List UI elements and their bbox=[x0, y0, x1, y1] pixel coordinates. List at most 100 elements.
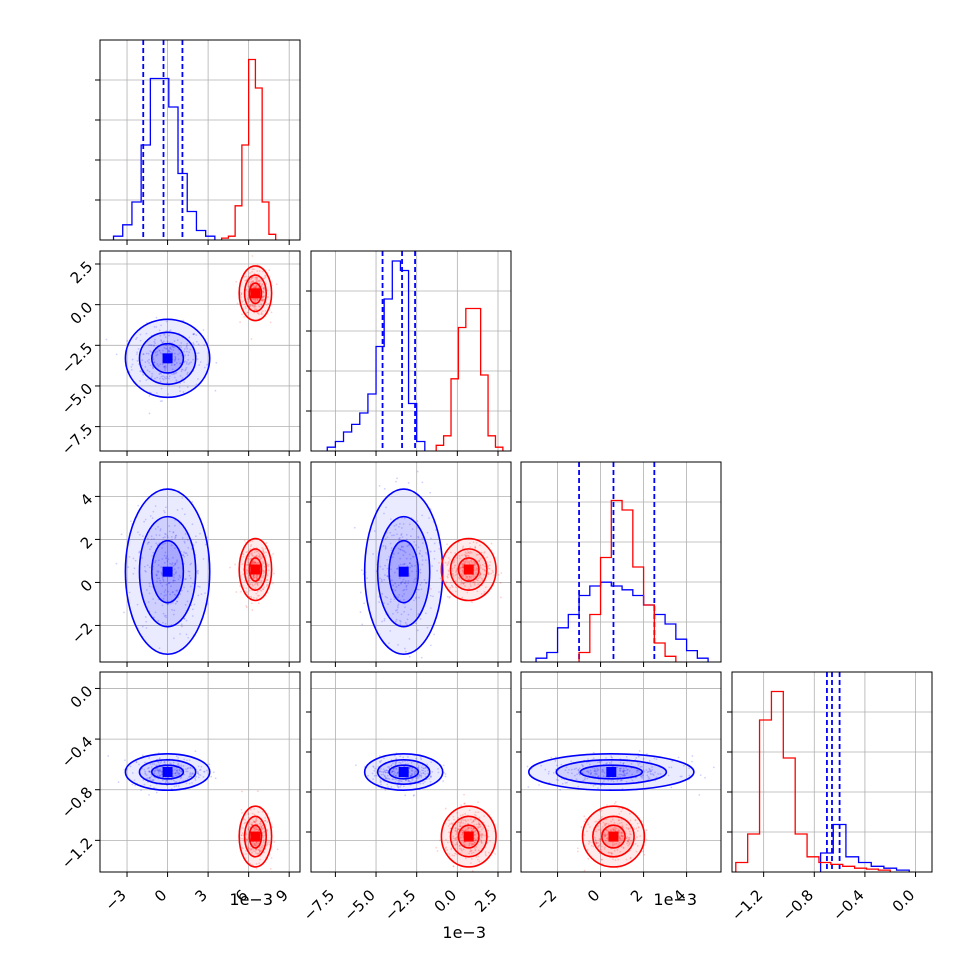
sample-0-2-1-89 bbox=[415, 544, 417, 546]
sample-1-2-0-87 bbox=[258, 555, 261, 558]
sample-0-2-1-119 bbox=[400, 545, 403, 548]
sample-1-2-1-203 bbox=[478, 559, 481, 562]
sample-1-3-2-232 bbox=[636, 844, 639, 847]
sample-0-1-0-67 bbox=[147, 344, 150, 347]
sample-1-3-1-89 bbox=[459, 868, 462, 870]
sample-0-1-0-73 bbox=[170, 348, 173, 351]
panel-frame-2-2 bbox=[520, 461, 722, 663]
sample-0-2-1-2 bbox=[426, 626, 429, 629]
sample-0-3-2-10 bbox=[620, 773, 623, 776]
sample-1-2-1-214 bbox=[474, 569, 477, 571]
sample-0-3-2-213 bbox=[621, 770, 624, 773]
sample-0-2-1-242 bbox=[394, 609, 397, 612]
sample-0-1-0-49 bbox=[152, 367, 155, 369]
sample-1-2-1-154 bbox=[476, 579, 479, 582]
sample-1-3-1-249 bbox=[451, 854, 454, 857]
sample-0-2-0-124 bbox=[165, 555, 168, 558]
sample-1-3-1-251 bbox=[480, 839, 483, 842]
sample-1-1-0-115 bbox=[251, 268, 254, 271]
sample-1-3-1-0 bbox=[472, 827, 475, 830]
sample-1-3-2-43 bbox=[600, 829, 602, 832]
panel-content-3-3 bbox=[735, 672, 910, 872]
sample-0-3-1-167 bbox=[379, 781, 382, 784]
sample-1-2-0-121 bbox=[266, 583, 269, 586]
sample-1-2-1-131 bbox=[481, 568, 484, 571]
sample-0-3-1-31 bbox=[380, 759, 383, 762]
sample-0-1-0-168 bbox=[163, 366, 166, 369]
sample-1-3-0-230 bbox=[259, 847, 262, 850]
sample-0-3-1-157 bbox=[398, 779, 401, 782]
sample-0-2-1-282 bbox=[425, 582, 428, 585]
sample-0-2-1-127 bbox=[420, 581, 423, 584]
sample-0-1-0-256 bbox=[174, 363, 176, 366]
sample-1-3-1-145 bbox=[449, 823, 451, 826]
sample-1-3-2-254 bbox=[620, 832, 623, 835]
sample-1-2-1-45 bbox=[445, 581, 448, 584]
sample-0-2-0-276 bbox=[167, 590, 169, 593]
sample-1-2-0-274 bbox=[253, 576, 256, 579]
sample-0-3-0-87 bbox=[156, 774, 159, 777]
sample-1-3-2-58 bbox=[618, 841, 621, 844]
sample-0-3-2-293 bbox=[647, 770, 650, 773]
sample-0-1-0-191 bbox=[142, 353, 145, 356]
sample-1-3-0-55 bbox=[254, 844, 257, 847]
sample-0-2-0-41 bbox=[204, 592, 206, 595]
sample-1-3-1-47 bbox=[446, 841, 449, 844]
sample-0-3-0-145 bbox=[140, 789, 142, 792]
sample-1-2-0-182 bbox=[254, 561, 257, 564]
sample-0-3-2-204 bbox=[556, 764, 558, 767]
sample-0-2-0-171 bbox=[158, 534, 161, 537]
sample-0-3-1-87 bbox=[414, 772, 416, 775]
sample-1-1-0-13 bbox=[260, 298, 263, 301]
sample-0-3-2-27 bbox=[619, 773, 622, 776]
sample-0-2-0-194 bbox=[161, 585, 164, 587]
sample-0-3-2-106 bbox=[616, 780, 619, 782]
sample-0-2-1-162 bbox=[436, 569, 439, 572]
sample-0-1-0-42 bbox=[136, 359, 139, 362]
sample-0-3-1-43 bbox=[390, 771, 393, 774]
sample-0-1-0-211 bbox=[185, 346, 188, 348]
sample-0-1-0-25 bbox=[160, 324, 162, 327]
sample-0-3-2-28 bbox=[568, 768, 570, 771]
sample-0-2-1-71 bbox=[411, 528, 414, 530]
panel-content-2-0 bbox=[115, 488, 275, 656]
sample-0-2-1-177 bbox=[425, 581, 427, 584]
sample-1-2-1-193 bbox=[453, 561, 455, 563]
sample-1-3-2-80 bbox=[613, 826, 616, 829]
sample-1-2-1-87 bbox=[491, 569, 494, 572]
sample-1-1-0-66 bbox=[262, 290, 264, 292]
sample-1-3-2-139 bbox=[605, 818, 608, 820]
sample-0-3-1-48 bbox=[382, 773, 385, 776]
density-peak-1-3-2 bbox=[608, 831, 619, 842]
sample-0-2-1-196 bbox=[386, 574, 389, 577]
sample-0-2-1-88 bbox=[397, 584, 400, 587]
sample-1-1-0-70 bbox=[254, 278, 257, 281]
sample-1-3-2-164 bbox=[606, 829, 609, 832]
sample-1-3-2-131 bbox=[629, 840, 632, 842]
sample-0-3-1-132 bbox=[429, 776, 432, 779]
sample-0-2-1-64 bbox=[403, 582, 406, 585]
sample-0-2-0-186 bbox=[199, 532, 201, 535]
sample-1-3-2-136 bbox=[636, 822, 639, 825]
sample-1-3-1-17 bbox=[456, 829, 459, 832]
sample-1-3-1-51 bbox=[470, 850, 472, 852]
sample-0-2-1-109 bbox=[404, 582, 407, 585]
sample-0-2-0-136 bbox=[188, 574, 191, 577]
sample-1-3-0-24 bbox=[255, 867, 258, 870]
sample-0-2-0-147 bbox=[161, 547, 164, 549]
sample-0-1-0-204 bbox=[135, 338, 137, 341]
sample-1-3-0-209 bbox=[252, 820, 255, 823]
sample-0-2-0-182 bbox=[185, 633, 188, 636]
sample-0-2-0-130 bbox=[157, 525, 159, 528]
sample-0-3-2-189 bbox=[623, 762, 625, 764]
sample-1-3-1-164 bbox=[463, 793, 465, 796]
sample-0-3-1-155 bbox=[428, 777, 431, 780]
panel-frame-1-0 bbox=[99, 250, 301, 452]
sample-1-1-0-193 bbox=[247, 297, 249, 300]
sample-1-1-0-186 bbox=[253, 306, 256, 309]
sample-0-3-0-160 bbox=[129, 765, 132, 768]
sample-1-2-1-159 bbox=[476, 590, 479, 593]
sample-1-2-1-150 bbox=[449, 581, 452, 584]
panel-3-1: −7.5 −5.0 −2.5 0.0 2.5 bbox=[300, 671, 512, 925]
sample-1-3-1-133 bbox=[462, 831, 464, 834]
